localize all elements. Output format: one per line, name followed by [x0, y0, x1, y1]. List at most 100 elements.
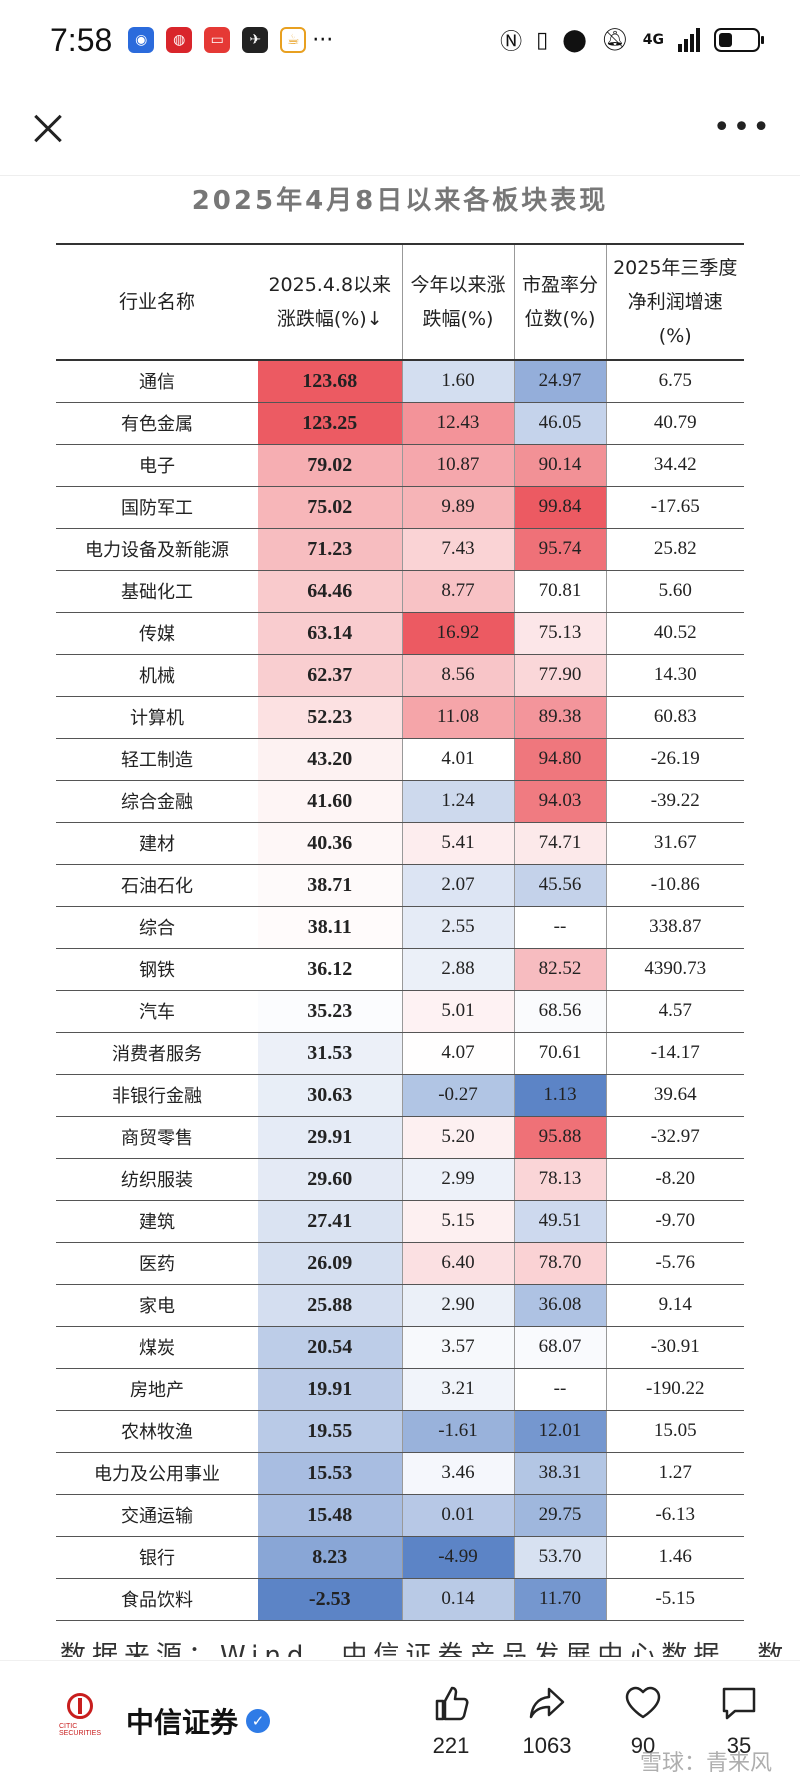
- cell-since: 79.02: [258, 444, 403, 487]
- cell-since: -2.53: [258, 1578, 403, 1621]
- table-row: 国防军工 75.02 9.89 99.84 -17.65: [56, 486, 744, 529]
- cell-name: 轻工制造: [56, 738, 258, 781]
- comment-icon: [722, 1687, 756, 1719]
- like-count: 221: [432, 1732, 470, 1758]
- cell-pe: 49.51: [514, 1200, 607, 1243]
- cell-name: 建筑: [56, 1200, 258, 1243]
- status-indicators: Ⓝ ▯ ⬤ 🔕︎ 4G: [500, 24, 764, 56]
- like-button[interactable]: 221: [420, 1683, 482, 1759]
- cell-since: 52.23: [258, 696, 403, 739]
- comment-button[interactable]: 35: [708, 1683, 770, 1759]
- cell-name: 传媒: [56, 612, 258, 655]
- cell-since: 31.53: [258, 1032, 403, 1075]
- cell-ytd: 7.43: [402, 528, 515, 571]
- red-app-icon: ▭: [204, 27, 231, 53]
- table-row: 商贸零售 29.91 5.20 95.88 -32.97: [56, 1116, 744, 1159]
- author-logo[interactable]: CITIC SECURITIES: [59, 1692, 101, 1749]
- cell-since: 36.12: [258, 948, 403, 991]
- table-row: 食品饮料 -2.53 0.14 11.70 -5.15: [56, 1578, 744, 1621]
- cell-ytd: -4.99: [402, 1536, 515, 1579]
- cell-profit: -6.13: [606, 1494, 744, 1537]
- cell-since: 38.71: [258, 864, 403, 907]
- cell-pe: 68.56: [514, 990, 607, 1033]
- cell-since: 38.11: [258, 906, 403, 949]
- comment-count: 35: [726, 1732, 752, 1758]
- cell-profit: -14.17: [606, 1032, 744, 1075]
- cell-pe: --: [514, 1368, 607, 1411]
- close-icon[interactable]: [28, 108, 68, 148]
- heart-icon: [625, 1686, 661, 1718]
- cell-name: 基础化工: [56, 570, 258, 613]
- cell-pe: 36.08: [514, 1284, 607, 1327]
- cell-name: 电子: [56, 444, 258, 487]
- table-title: 2025年4月8日以来各板块表现: [191, 186, 609, 216]
- cell-profit: 14.30: [606, 654, 744, 697]
- cell-ytd: 9.89: [402, 486, 515, 529]
- cell-since: 26.09: [258, 1242, 403, 1285]
- cell-pe: 70.81: [514, 570, 607, 613]
- cell-since: 123.25: [258, 402, 403, 445]
- cell-profit: 338.87: [606, 906, 744, 949]
- share-button[interactable]: 1063: [516, 1683, 578, 1759]
- thumbs-up-icon: [435, 1686, 469, 1720]
- more-options-icon[interactable]: •••: [712, 110, 772, 145]
- cell-ytd: 16.92: [402, 612, 515, 655]
- cell-since: 19.91: [258, 1368, 403, 1411]
- favorite-button[interactable]: 90: [612, 1683, 674, 1759]
- cell-ytd: 2.07: [402, 864, 515, 907]
- table-row: 电子 79.02 10.87 90.14 34.42: [56, 444, 744, 487]
- cell-pe: 75.13: [514, 612, 607, 655]
- cell-profit: 1.46: [606, 1536, 744, 1579]
- cell-name: 计算机: [56, 696, 258, 739]
- cell-since: 123.68: [258, 360, 403, 403]
- cell-profit: 15.05: [606, 1410, 744, 1453]
- cell-since: 8.23: [258, 1536, 403, 1579]
- cell-since: 43.20: [258, 738, 403, 781]
- cell-pe: 45.56: [514, 864, 607, 907]
- cell-ytd: 11.08: [402, 696, 515, 739]
- cell-since: 29.60: [258, 1158, 403, 1201]
- cell-name: 商贸零售: [56, 1116, 258, 1159]
- column-header-2: 2025.4.8以来 涨跌幅(%)↓: [258, 243, 403, 361]
- citic-logo-icon: [67, 1692, 93, 1719]
- author-name[interactable]: 中信证券: [126, 1705, 239, 1739]
- cell-pe: 89.38: [514, 696, 607, 739]
- bulb-app-icon: ◉: [128, 27, 155, 53]
- cell-ytd: 3.21: [402, 1368, 515, 1411]
- cell-pe: 24.97: [514, 360, 607, 403]
- cell-name: 交通运输: [56, 1494, 258, 1537]
- cell-profit: -26.19: [606, 738, 744, 781]
- column-header-4: 市盈率分 位数(%): [514, 243, 607, 361]
- source-note: 数据来源：Wind，中信证券产品发展中心数据。数: [60, 1641, 790, 1657]
- cell-ytd: 0.01: [402, 1494, 515, 1537]
- table-row: 消费者服务 31.53 4.07 70.61 -14.17: [56, 1032, 744, 1075]
- table-body: 通信 123.68 1.60 24.97 6.75 有色金属 123.25 12.43 46.0…: [56, 360, 744, 1621]
- column-header-5: 2025年三季度 净利润增速 (%): [606, 243, 744, 361]
- cell-profit: 25.82: [606, 528, 744, 571]
- cell-profit: -8.20: [606, 1158, 744, 1201]
- cell-since: 62.37: [258, 654, 403, 697]
- table-row: 有色金属 123.25 12.43 46.05 40.79: [56, 402, 744, 445]
- cell-name: 房地产: [56, 1368, 258, 1411]
- vibrate-icon: ▯: [536, 27, 549, 53]
- favorite-count: 90: [630, 1732, 656, 1758]
- column-header-3: 今年以来涨 跌幅(%): [402, 243, 515, 361]
- cell-since: 30.63: [258, 1074, 403, 1117]
- cell-pe: 11.70: [514, 1578, 607, 1621]
- table-row: 石油石化 38.71 2.07 45.56 -10.86: [56, 864, 744, 907]
- cell-ytd: 2.88: [402, 948, 515, 991]
- cell-profit: -9.70: [606, 1200, 744, 1243]
- cell-ytd: -0.27: [402, 1074, 515, 1117]
- cell-name: 石油石化: [56, 864, 258, 907]
- cell-pe: 78.13: [514, 1158, 607, 1201]
- cell-since: 75.02: [258, 486, 403, 529]
- cell-ytd: -1.61: [402, 1410, 515, 1453]
- table-header-row: 行业名称 2025.4.8以来 涨跌幅(%)↓ 今年以来涨 跌幅(%) 市盈率分 位数(%)…: [56, 243, 744, 361]
- cell-name: 建材: [56, 822, 258, 865]
- table-row: 医药 26.09 6.40 78.70 -5.76: [56, 1242, 744, 1285]
- table-row: 传媒 63.14 16.92 75.13 40.52: [56, 612, 744, 655]
- nfc-icon: Ⓝ: [500, 30, 523, 55]
- status-time: 7:58: [50, 21, 113, 58]
- cell-name: 非银行金融: [56, 1074, 258, 1117]
- cell-since: 71.23: [258, 528, 403, 571]
